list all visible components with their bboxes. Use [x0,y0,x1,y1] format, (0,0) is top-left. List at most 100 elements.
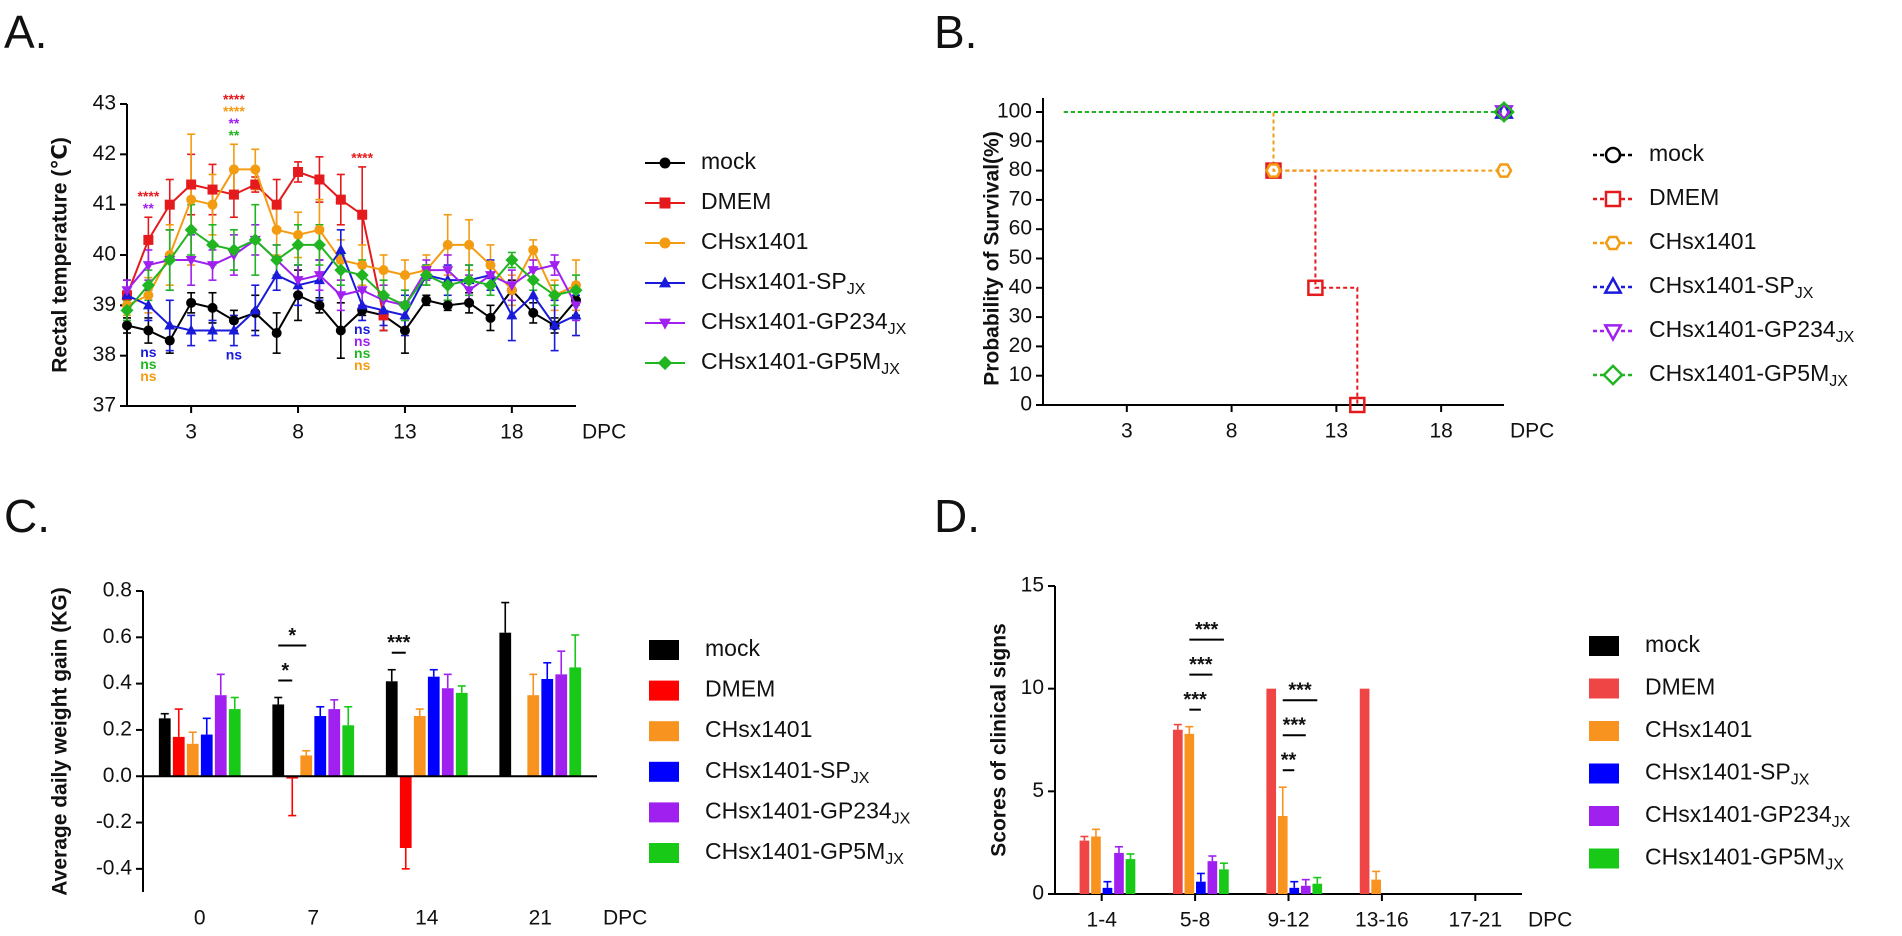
marker [335,291,347,302]
legend-subscript: JX [847,281,866,298]
marker [528,244,539,255]
x-tick-label: 8 [292,421,304,444]
legend-label: CHsx1401 [705,716,812,742]
marker [248,233,262,247]
x-tick-label: 5-8 [1180,909,1210,932]
marker [485,312,496,323]
bar [1219,869,1229,894]
significance-label: ns [140,368,157,384]
legend-label: CHsx1401-GP5MJX [1649,360,1848,390]
x-tick-label: 18 [500,421,523,444]
marker [569,283,583,297]
marker [377,288,391,302]
y-tick-label: 43 [93,92,116,115]
marker [207,261,219,272]
bar [1091,836,1101,894]
error-bar [443,673,452,689]
y-axis-title: Average daily weight gain (KG) [49,587,72,895]
legend-name: CHsx1401-GP5M [701,348,881,374]
marker [1603,324,1623,342]
x-axis-title: DPC [603,907,647,930]
marker [1265,163,1282,178]
x-tick-label: 13-16 [1355,909,1409,932]
error-bar [401,848,410,870]
error-bar [274,696,283,705]
bar [1371,879,1381,894]
bar [569,667,582,777]
legend-name: DMEM [705,676,775,702]
y-tick-label: 90 [1009,129,1032,152]
bar [1289,887,1300,894]
panel-label: A. [4,6,47,58]
marker [313,271,325,282]
legend-label: CHsx1401-GP234JX [1645,801,1851,831]
error-bar [429,668,438,677]
legend-name: mock [701,148,756,174]
legend-label: mock [1645,631,1700,657]
legend-swatch [1589,636,1619,656]
x-tick-label: 9-12 [1267,909,1309,932]
bar [214,695,227,777]
legend-label: CHsx1401-GP234JX [705,797,911,827]
marker [549,319,561,330]
marker [228,315,239,326]
marker [163,253,177,267]
bar [1312,883,1323,894]
error-bar [344,705,353,726]
y-tick-label: 42 [93,142,116,165]
marker [164,335,175,346]
legend-name: mock [1649,140,1704,166]
marker [292,276,304,287]
marker [293,229,304,240]
marker [143,234,154,245]
marker [143,325,154,336]
error-bar [387,668,396,682]
bar [413,716,426,777]
x-tick-label: 14 [415,907,439,930]
legend-name: CHsx1401-SP [1645,759,1791,785]
legend-name: CHsx1401-GP5M [1645,844,1825,870]
series-line [126,238,577,307]
y-tick-label: 0.8 [103,579,132,602]
significance-label: *** [1189,654,1213,676]
legend-name: CHsx1401 [1649,228,1756,254]
marker [399,270,410,281]
legend-name: CHsx1401-GP234 [1645,801,1832,827]
marker [228,164,239,175]
marker [185,256,197,267]
significance-label: **** [223,103,245,119]
error-bar [1313,876,1322,884]
y-tick-label: 38 [93,343,116,366]
error-bar [202,717,211,735]
marker [356,286,368,297]
significance-label: ** [228,115,239,131]
marker [484,271,496,282]
significance-label: * [288,625,296,647]
marker [378,265,389,276]
marker [293,290,304,301]
error-bar [1126,853,1135,860]
error-bar [316,705,325,717]
marker [186,194,197,205]
marker [1604,190,1622,208]
marker [207,324,219,335]
error-bar [174,708,183,737]
error-bar [457,685,466,693]
error-bar [288,778,297,817]
marker [657,355,673,371]
y-tick-label: 10 [1021,676,1044,699]
y-tick-label: 60 [1009,217,1032,240]
marker [293,166,304,177]
significance-label: ns [140,356,157,372]
legend-label: CHsx1401 [1649,228,1756,254]
bar [300,755,313,777]
legend-label: CHsx1401-SPJX [1649,272,1814,302]
marker [314,224,325,235]
significance-label: **** [137,188,159,204]
legend-name: CHsx1401-GP234 [705,797,892,823]
panel-label: C. [4,490,50,542]
marker [1604,235,1622,251]
marker [462,273,476,287]
marker [142,299,154,310]
error-bar [160,712,169,719]
